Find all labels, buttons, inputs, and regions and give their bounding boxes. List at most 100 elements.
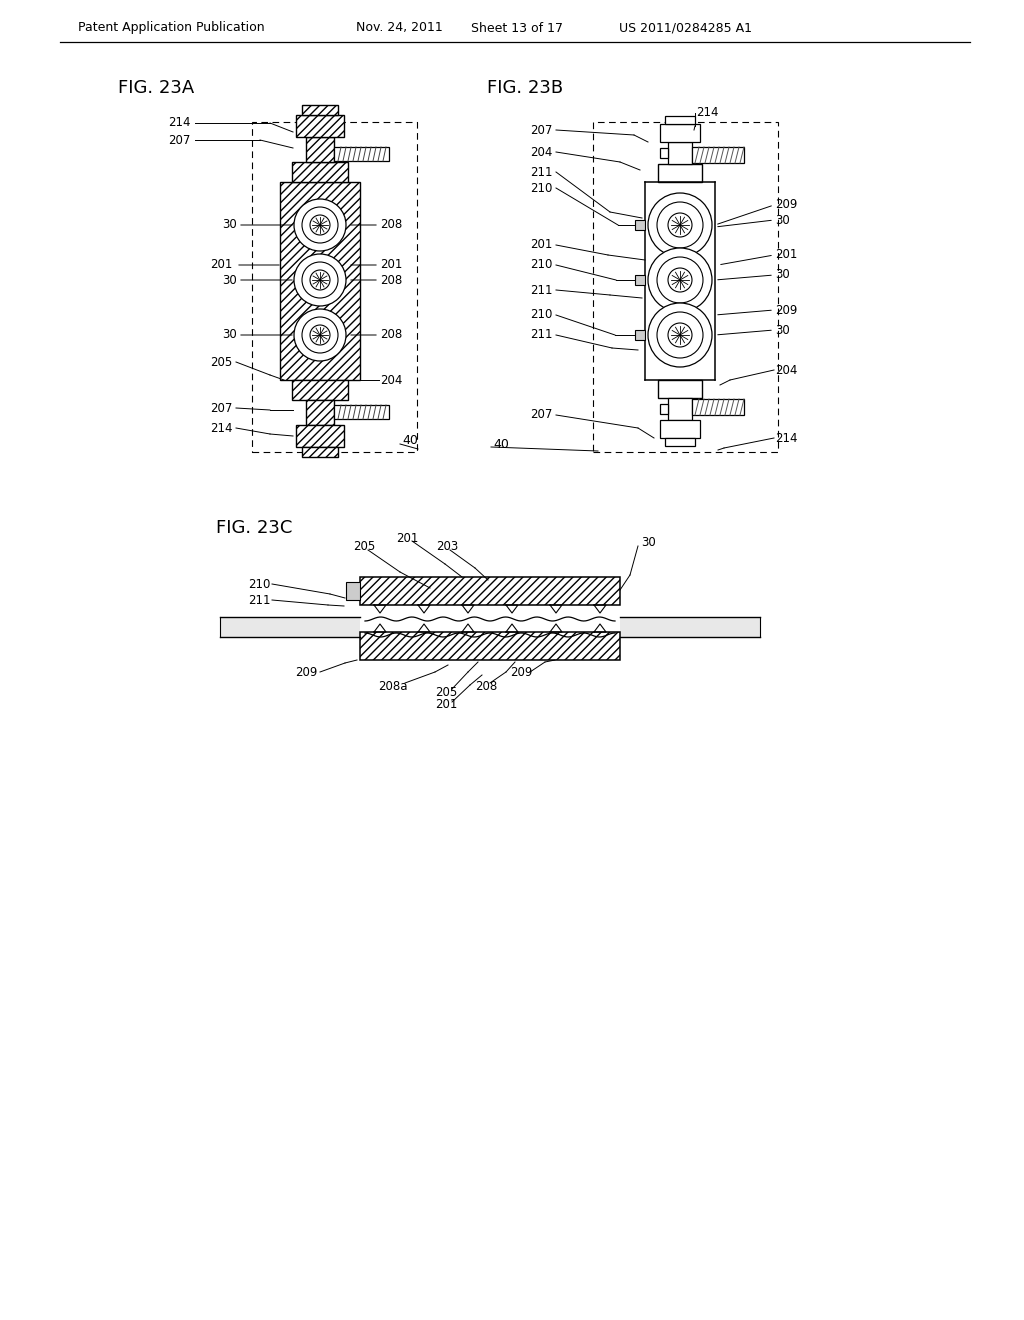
Text: 210: 210 bbox=[530, 309, 552, 322]
Circle shape bbox=[302, 261, 338, 298]
Text: 214: 214 bbox=[210, 421, 232, 434]
Text: 205: 205 bbox=[435, 685, 458, 698]
Text: FIG. 23B: FIG. 23B bbox=[487, 79, 563, 96]
Bar bbox=[306, 137, 334, 162]
Text: 211: 211 bbox=[530, 165, 553, 178]
Text: 205: 205 bbox=[210, 355, 232, 368]
Bar bbox=[306, 400, 334, 425]
Text: Patent Application Publication: Patent Application Publication bbox=[78, 21, 264, 34]
Bar bbox=[692, 399, 744, 414]
Bar bbox=[660, 420, 700, 438]
Circle shape bbox=[294, 199, 346, 251]
Circle shape bbox=[294, 253, 346, 306]
Bar bbox=[665, 116, 695, 124]
Text: 40: 40 bbox=[493, 437, 509, 450]
Bar bbox=[292, 162, 348, 182]
Bar bbox=[660, 124, 700, 143]
Bar bbox=[360, 577, 620, 605]
Text: 207: 207 bbox=[210, 401, 232, 414]
Bar bbox=[346, 582, 360, 601]
Bar bbox=[302, 447, 338, 457]
Text: 201: 201 bbox=[530, 239, 552, 252]
Bar bbox=[660, 404, 668, 414]
Circle shape bbox=[668, 323, 692, 347]
Text: 205: 205 bbox=[353, 540, 375, 553]
Text: US 2011/0284285 A1: US 2011/0284285 A1 bbox=[618, 21, 752, 34]
Bar bbox=[360, 632, 620, 660]
Text: 30: 30 bbox=[775, 214, 790, 227]
Text: 30: 30 bbox=[222, 329, 237, 342]
Bar bbox=[658, 380, 702, 399]
Bar bbox=[296, 115, 344, 137]
Text: 207: 207 bbox=[168, 133, 190, 147]
Text: 214: 214 bbox=[696, 107, 719, 120]
Text: FIG. 23C: FIG. 23C bbox=[216, 519, 293, 537]
Circle shape bbox=[302, 207, 338, 243]
Text: 208: 208 bbox=[380, 219, 402, 231]
Circle shape bbox=[310, 271, 330, 290]
Text: 203: 203 bbox=[436, 540, 459, 553]
Text: 201: 201 bbox=[210, 259, 232, 272]
Circle shape bbox=[668, 268, 692, 292]
Bar bbox=[296, 425, 344, 447]
Bar bbox=[620, 616, 760, 638]
Text: 201: 201 bbox=[775, 248, 798, 261]
Bar bbox=[302, 106, 338, 115]
Text: 208: 208 bbox=[475, 680, 498, 693]
Text: 211: 211 bbox=[530, 284, 553, 297]
Circle shape bbox=[657, 312, 703, 358]
Text: 40: 40 bbox=[402, 433, 418, 446]
Circle shape bbox=[310, 215, 330, 235]
Text: 209: 209 bbox=[510, 665, 532, 678]
Text: 214: 214 bbox=[168, 116, 190, 129]
Bar bbox=[658, 164, 702, 182]
Text: 211: 211 bbox=[248, 594, 270, 606]
Bar bbox=[692, 147, 744, 162]
Bar bbox=[593, 121, 778, 451]
Circle shape bbox=[648, 193, 712, 257]
Text: 204: 204 bbox=[530, 145, 552, 158]
Bar bbox=[280, 182, 360, 380]
Text: 209: 209 bbox=[775, 198, 798, 211]
Circle shape bbox=[657, 202, 703, 248]
Bar bbox=[635, 330, 645, 341]
Bar bbox=[635, 220, 645, 230]
Text: 207: 207 bbox=[530, 408, 552, 421]
Text: 214: 214 bbox=[775, 432, 798, 445]
Text: 210: 210 bbox=[530, 181, 552, 194]
Circle shape bbox=[657, 257, 703, 304]
Circle shape bbox=[310, 325, 330, 345]
Circle shape bbox=[302, 317, 338, 352]
Text: 30: 30 bbox=[775, 323, 790, 337]
Bar bbox=[252, 121, 417, 451]
Bar bbox=[334, 147, 389, 161]
Bar bbox=[665, 438, 695, 446]
Bar bbox=[660, 148, 668, 158]
Bar bbox=[334, 405, 389, 418]
Text: 30: 30 bbox=[222, 273, 237, 286]
Text: 208a: 208a bbox=[378, 680, 408, 693]
Text: FIG. 23A: FIG. 23A bbox=[118, 79, 195, 96]
Text: 209: 209 bbox=[295, 665, 317, 678]
Text: 210: 210 bbox=[248, 578, 270, 590]
Text: 204: 204 bbox=[380, 374, 402, 387]
Bar bbox=[635, 275, 645, 285]
Text: 30: 30 bbox=[222, 219, 237, 231]
Text: 201: 201 bbox=[435, 698, 458, 711]
Bar bbox=[220, 616, 360, 638]
Bar bbox=[668, 143, 692, 164]
Circle shape bbox=[668, 213, 692, 238]
Text: 207: 207 bbox=[530, 124, 552, 136]
Text: 208: 208 bbox=[380, 329, 402, 342]
Text: 210: 210 bbox=[530, 259, 552, 272]
Text: Nov. 24, 2011: Nov. 24, 2011 bbox=[356, 21, 442, 34]
Circle shape bbox=[648, 304, 712, 367]
Circle shape bbox=[294, 309, 346, 360]
Bar bbox=[668, 399, 692, 420]
Text: 208: 208 bbox=[380, 273, 402, 286]
Text: 30: 30 bbox=[775, 268, 790, 281]
Text: 211: 211 bbox=[530, 329, 553, 342]
Text: 201: 201 bbox=[396, 532, 419, 544]
Text: 30: 30 bbox=[641, 536, 655, 549]
Text: 209: 209 bbox=[775, 304, 798, 317]
